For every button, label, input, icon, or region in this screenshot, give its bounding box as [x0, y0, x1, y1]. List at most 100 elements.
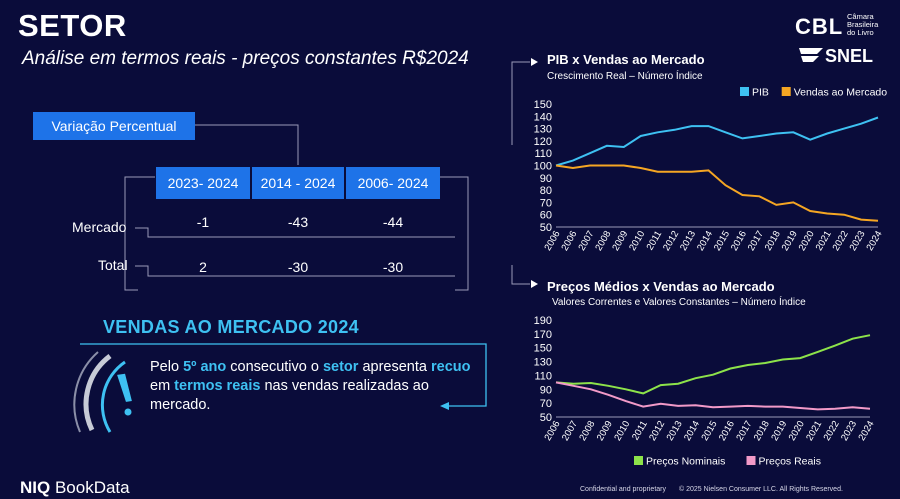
chart1-ytick-label: 140 [534, 111, 552, 123]
chart2-xtick-label: 2008 [577, 419, 597, 443]
chart2-legend-swatch-1 [746, 456, 756, 465]
chart1-xtick-label: 2014 [695, 229, 715, 253]
niq-bookdata-logo: NIQ BookData [20, 478, 130, 497]
chart1-legend-label-0: PIB [752, 87, 769, 99]
chart2-subtitle: Valores Correntes e Valores Constantes –… [552, 297, 806, 308]
chart1-xtick-label: 2024 [865, 229, 885, 253]
chart1-pib-vendas: 5060708090100110120130140150200620062007… [534, 87, 888, 253]
exclamation-icon [117, 373, 132, 416]
variation-label-box: Variação Percentual [33, 112, 195, 140]
chart1-ytick-label: 90 [540, 173, 552, 185]
chart2-xtick-label: 2015 [700, 419, 720, 443]
cell-mercado-2023-2024: -1 [196, 214, 210, 230]
cbl-logo-subtext: Câmara Brasileira do Livro [847, 12, 879, 37]
chart2-xtick-label: 2023 [839, 419, 859, 443]
chart2-xtick-label: 2014 [682, 419, 702, 443]
chart2-ytick-label: 50 [540, 412, 552, 424]
chart2-xtick-label: 2007 [560, 419, 580, 443]
col-header-2006-2024: 2006- 2024 [346, 167, 440, 199]
chart2-xtick-label: 2019 [769, 419, 789, 443]
chart1-series-1-line [555, 164, 879, 222]
table-connector-lines [124, 124, 469, 291]
chart1-xtick-label: 2007 [576, 229, 596, 253]
cbl-snel-logo: CBL Câmara Brasileira do Livro SNEL [795, 10, 890, 70]
chart2-title: Preços Médios x Vendas ao Mercado [547, 279, 775, 294]
snel-mark-icon [799, 48, 823, 62]
chart2-xtick-label: 2017 [734, 419, 754, 443]
chart1-xtick-label: 2015 [712, 229, 732, 253]
cell-total-2006-2024: -30 [382, 259, 404, 275]
chart1-legend-label-1: Vendas ao Mercado [794, 87, 888, 99]
row-label-total: Total [98, 257, 128, 273]
chart2-precos-vendas: 5070901101301501701902006200720082009201… [534, 315, 877, 468]
chart2-xtick-label: 2013 [665, 419, 685, 443]
chart2-xtick-label: 2021 [804, 419, 824, 443]
chart2-xtick-label: 2009 [595, 419, 615, 443]
chart2-ytick-label: 150 [534, 343, 552, 355]
chart1-subtitle: Crescimento Real – Número Índice [547, 71, 703, 82]
col-header-2014-2024: 2014 - 2024 [252, 167, 344, 199]
chart1-xtick-label: 2021 [814, 229, 834, 253]
footer-confidential: Confidential and proprietary [580, 486, 666, 493]
chart1-ytick-label: 120 [534, 136, 552, 148]
chart2-xtick-label: 2011 [630, 419, 650, 442]
chart2-series-1-line [555, 381, 871, 411]
page-title: SETOR [18, 8, 127, 43]
vendas-frame [73, 343, 487, 433]
chart1-xtick-label: 2019 [780, 229, 800, 253]
chart1-ytick-label: 50 [540, 222, 552, 234]
chart1-ytick-label: 110 [534, 148, 552, 160]
chart1-xtick-label: 2012 [661, 229, 681, 253]
chart2-xtick-label: 2024 [857, 419, 877, 443]
chart2-xtick-label: 2010 [612, 419, 632, 443]
chart1-series-0-line [555, 116, 879, 167]
chart1-xtick-label: 2017 [746, 229, 766, 253]
chart2-ytick-label: 110 [534, 370, 552, 382]
chart1-xtick-label: 2022 [831, 229, 851, 253]
chart2-ytick-label: 130 [534, 357, 552, 369]
chart1-ytick-label: 150 [534, 99, 552, 111]
chart1-xtick-label: 2009 [610, 229, 630, 253]
chart2-ytick-label: 90 [540, 384, 552, 396]
footer-copyright: © 2025 Nielsen Consumer LLC. All Rights … [679, 486, 843, 493]
chart2-xtick-label: 2016 [717, 419, 737, 443]
chart1-ytick-label: 60 [540, 210, 552, 222]
cell-total-2014-2024: -30 [287, 259, 309, 275]
chart1-xtick-label: 2008 [593, 229, 613, 253]
chart1-legend-swatch-0 [740, 87, 749, 96]
chart-connector-lines [511, 58, 538, 288]
chart2-legend-label-1: Preços Reais [759, 456, 821, 468]
chart1-xtick-label: 2006 [559, 229, 579, 253]
chart2-xtick-label: 2012 [647, 419, 667, 443]
chart2-xtick-label: 2022 [822, 419, 842, 443]
chart1-xtick-label: 2013 [678, 229, 698, 253]
chart2-ytick-label: 190 [534, 315, 552, 327]
col-header-2023-2024: 2023- 2024 [156, 167, 250, 199]
cell-total-2023-2024: 2 [199, 259, 207, 275]
snel-logo-text: SNEL [825, 46, 874, 66]
chart2-ytick-label: 70 [540, 398, 552, 410]
chart1-title: PIB x Vendas ao Mercado [547, 52, 705, 67]
chart1-xtick-label: 2018 [763, 229, 783, 253]
row-label-mercado: Mercado [72, 219, 127, 235]
chart2-legend-swatch-0 [634, 456, 643, 465]
chart2-xtick-label: 2018 [752, 419, 772, 443]
vendas-description: Pelo 5º ano consecutivo o setor apresent… [150, 359, 471, 413]
chart2-series-0-line [555, 334, 871, 395]
cell-mercado-2006-2024: -44 [382, 214, 404, 230]
chart1-xtick-label: 2016 [729, 229, 749, 253]
chart1-legend-swatch-1 [781, 87, 791, 96]
chart1-ytick-label: 80 [540, 185, 552, 197]
chart1-ytick-label: 70 [540, 197, 552, 209]
chart2-ytick-label: 170 [534, 329, 552, 341]
chart1-xtick-label: 2010 [627, 229, 647, 253]
chart1-xtick-label: 2023 [848, 229, 868, 253]
chart1-xtick-label: 2011 [645, 229, 665, 252]
chart2-xtick-label: 2020 [787, 419, 807, 443]
vendas-section-title: VENDAS AO MERCADO 2024 [103, 317, 359, 337]
chart1-ytick-label: 130 [534, 124, 552, 136]
chart2-legend-label-0: Preços Nominais [646, 456, 725, 468]
chart1-xtick-label: 2020 [797, 229, 817, 253]
cell-mercado-2014-2024: -43 [287, 214, 309, 230]
cbl-logo-text: CBL [795, 14, 844, 39]
